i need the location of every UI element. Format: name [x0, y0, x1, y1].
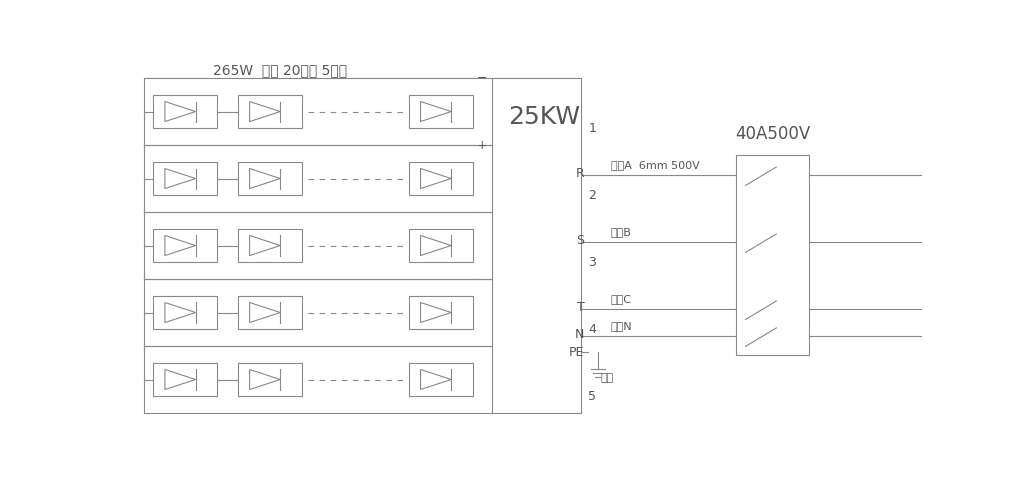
- Text: N: N: [575, 328, 584, 342]
- Bar: [409, 96, 473, 128]
- Text: R: R: [576, 168, 584, 180]
- Text: 265W  组件 20串联 5并联: 265W 组件 20串联 5并联: [213, 63, 346, 77]
- Polygon shape: [249, 302, 280, 322]
- Text: 40A500V: 40A500V: [735, 125, 811, 143]
- Text: 零线N: 零线N: [611, 321, 633, 331]
- Bar: [409, 296, 473, 329]
- Polygon shape: [164, 169, 195, 189]
- Text: 2: 2: [588, 189, 597, 202]
- Polygon shape: [421, 101, 451, 122]
- Text: +: +: [477, 139, 488, 151]
- Text: −: −: [477, 72, 488, 85]
- Text: 相线B: 相线B: [611, 227, 632, 237]
- Text: 5: 5: [588, 390, 597, 403]
- Bar: [409, 162, 473, 195]
- Polygon shape: [164, 236, 195, 256]
- Polygon shape: [164, 302, 195, 322]
- Text: 相线C: 相线C: [611, 294, 632, 304]
- Text: T: T: [577, 301, 584, 315]
- Bar: [153, 364, 217, 396]
- Bar: [153, 96, 217, 128]
- Text: 相线A  6mm 500V: 相线A 6mm 500V: [611, 160, 700, 170]
- Polygon shape: [421, 236, 451, 256]
- Bar: [153, 296, 217, 329]
- Polygon shape: [421, 369, 451, 390]
- Polygon shape: [249, 169, 280, 189]
- Polygon shape: [164, 369, 195, 390]
- Bar: [153, 162, 217, 195]
- Bar: [736, 155, 810, 355]
- Bar: [409, 229, 473, 262]
- Text: PE: PE: [570, 345, 584, 359]
- Bar: [153, 229, 217, 262]
- Polygon shape: [249, 101, 280, 122]
- Text: 4: 4: [588, 323, 597, 336]
- Text: 地线: 地线: [601, 373, 614, 383]
- Text: S: S: [577, 234, 584, 247]
- Text: 25KW: 25KW: [508, 104, 580, 128]
- Polygon shape: [249, 369, 280, 390]
- Bar: [238, 162, 302, 195]
- Bar: [492, 78, 581, 413]
- Text: 1: 1: [588, 122, 597, 135]
- Bar: [238, 96, 302, 128]
- Polygon shape: [421, 302, 451, 322]
- Polygon shape: [164, 101, 195, 122]
- Polygon shape: [421, 169, 451, 189]
- Bar: [409, 364, 473, 396]
- Text: 3: 3: [588, 256, 597, 269]
- Bar: [238, 296, 302, 329]
- Bar: [238, 364, 302, 396]
- Bar: [238, 229, 302, 262]
- Polygon shape: [249, 236, 280, 256]
